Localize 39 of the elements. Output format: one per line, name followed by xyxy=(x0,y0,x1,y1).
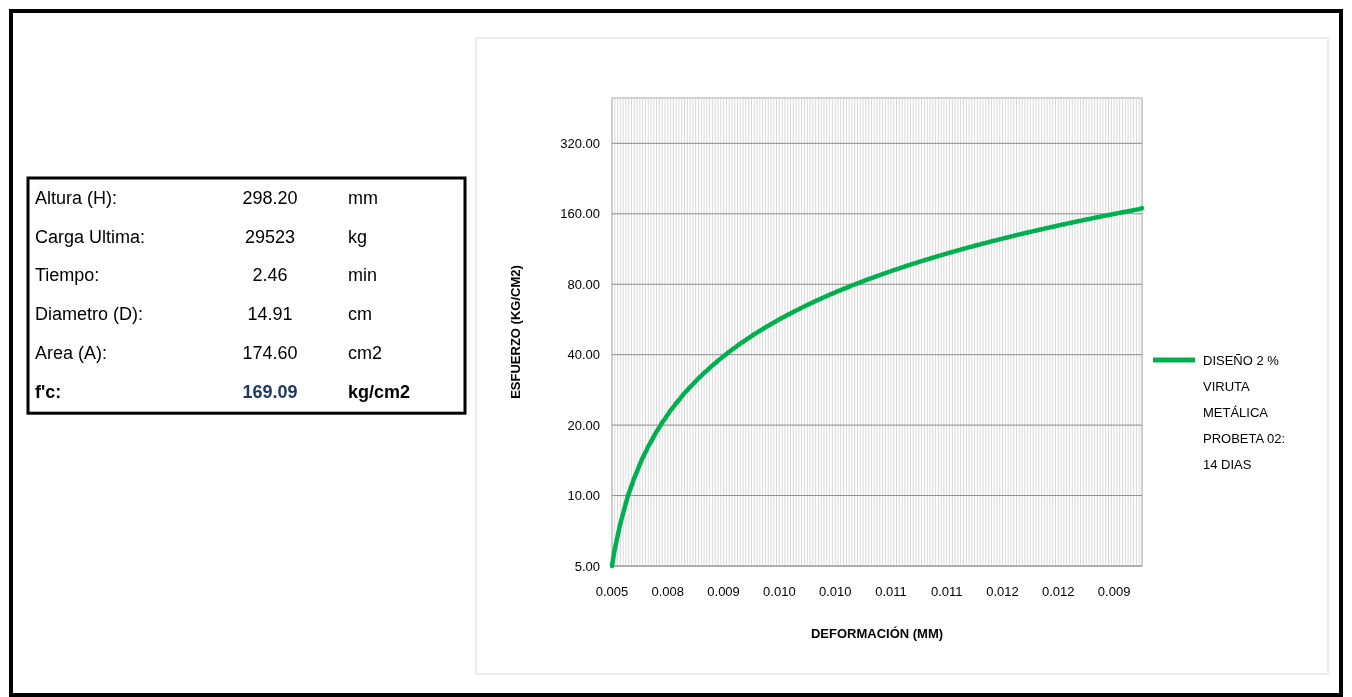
text: 2.46 xyxy=(252,265,288,286)
y-tick-label: 5.00 xyxy=(574,558,600,574)
text: Tiempo: xyxy=(35,265,100,286)
text: Altura (H): xyxy=(35,188,118,208)
y-tick-label: 80.00 xyxy=(567,276,600,292)
text: mm xyxy=(348,188,378,208)
text: 29523 xyxy=(244,226,296,247)
text: kg xyxy=(348,226,368,247)
x-tick-label: 0.011 xyxy=(930,584,963,599)
text: Area (A): xyxy=(35,342,108,363)
legend-label: DISEÑO 2 % VIRUTA METÁLICA PROBETA 02: 14 DIAS xyxy=(1203,352,1286,472)
text: f'c: xyxy=(35,381,62,402)
text: min xyxy=(348,265,378,286)
y-axis-title: ESFUERZO (KG/CM2) xyxy=(508,265,523,399)
text: 174.60 xyxy=(242,342,298,363)
text: kg/cm2 xyxy=(348,381,411,402)
x-tick-label: 0.010 xyxy=(763,584,796,599)
text: cm xyxy=(348,304,372,325)
y-tick-label: 40.00 xyxy=(567,347,600,363)
x-tick-label: 0.010 xyxy=(818,584,852,599)
text: Carga Ultima: xyxy=(35,226,146,247)
line-series xyxy=(609,205,1145,569)
y-tick-label: 320.00 xyxy=(560,135,600,151)
x-tick-label: 0.005 xyxy=(595,584,629,599)
x-tick-label: 0.008 xyxy=(651,584,685,599)
y-tick-label: 10.00 xyxy=(567,488,600,504)
y-tick-label: 160.00 xyxy=(560,206,600,222)
text: 298.20 xyxy=(242,188,298,208)
x-tick-label: 0.009 xyxy=(1097,584,1131,599)
y-tick-label: 20.00 xyxy=(567,417,600,433)
text: Diametro (D): xyxy=(35,304,144,325)
text: cm2 xyxy=(348,342,383,363)
x-tick-label: 0.012 xyxy=(1042,584,1075,599)
x-axis-title: DEFORMACIÓN (MM) xyxy=(810,626,944,641)
x-tick-label: 0.012 xyxy=(986,584,1019,599)
text: 169.09 xyxy=(242,381,298,402)
x-tick-label: 0.011 xyxy=(875,584,907,599)
text: 14.91 xyxy=(247,304,293,325)
x-tick-label: 0.009 xyxy=(707,584,740,599)
